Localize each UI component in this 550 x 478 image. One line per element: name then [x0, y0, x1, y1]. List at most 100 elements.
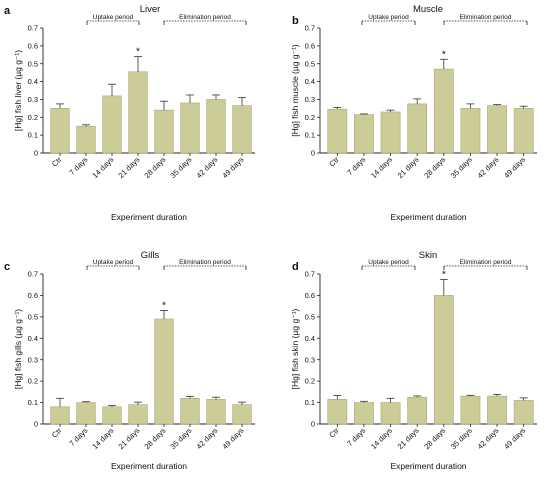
bar	[513, 108, 534, 154]
panel-title: Muscle	[413, 4, 443, 15]
bar	[154, 318, 174, 425]
y-tick-label: 0.4	[28, 334, 38, 343]
x-tick-label: 49 days	[502, 155, 527, 180]
x-tick-label: 49 days	[220, 155, 245, 180]
x-tick-label: 28 days	[142, 426, 167, 451]
y-tick-label: 0.6	[28, 41, 38, 50]
x-tick-label: 7 days	[345, 155, 367, 177]
x-tick-label: 14 days	[369, 155, 394, 180]
y-tick-label: 0.5	[28, 312, 38, 321]
y-tick-label: 0.1	[28, 398, 38, 407]
panel-letter: c	[4, 261, 10, 273]
panel-letter: a	[4, 5, 11, 17]
x-tick-label: 35 days	[168, 155, 193, 180]
significance-marker: *	[162, 300, 166, 311]
y-tick-label: 0.4	[305, 334, 315, 343]
x-tick-label: 14 days	[90, 426, 115, 451]
x-tick-label: 28 days	[422, 426, 447, 451]
bar	[433, 295, 454, 425]
panel-letter: b	[292, 15, 299, 27]
y-tick-label: 0.1	[305, 131, 315, 140]
bar	[433, 68, 454, 154]
y-tick-label: 0	[34, 420, 38, 429]
x-tick-label: 21 days	[396, 155, 421, 180]
y-axis-title: [Hg] fish gills (µg g⁻¹)	[13, 309, 23, 389]
x-tick-label: 14 days	[369, 426, 394, 451]
y-tick-label: 0.6	[28, 291, 38, 300]
bar	[180, 397, 200, 425]
x-tick-label: 42 days	[194, 426, 219, 451]
bar	[180, 102, 200, 154]
bar	[128, 404, 148, 425]
bar	[487, 395, 507, 425]
bar	[354, 114, 374, 154]
y-tick-label: 0.5	[305, 59, 315, 68]
bar	[460, 395, 481, 425]
x-tick-label: 42 days	[194, 155, 219, 180]
bar	[460, 108, 481, 154]
x-tick-label: 21 days	[116, 155, 141, 180]
x-tick-label: 7 days	[67, 155, 89, 177]
x-tick-label: 35 days	[449, 155, 474, 180]
bar	[407, 103, 428, 154]
bar	[327, 399, 348, 425]
x-tick-label: 21 days	[396, 426, 421, 451]
bar	[407, 396, 428, 425]
bar	[380, 402, 401, 425]
panel-d: d Skin Uptake period Elimination period 0 0.1…	[290, 250, 537, 471]
bar	[154, 109, 174, 154]
y-tick-label: 0.5	[28, 59, 38, 68]
y-tick-label: 0.2	[305, 377, 315, 386]
x-tick-label: 7 days	[67, 426, 89, 448]
y-axis-title: [Hg] fish liver (µg g⁻¹)	[13, 50, 23, 131]
bar	[232, 404, 252, 425]
bar	[487, 105, 507, 154]
x-tick-label: Ctr	[50, 426, 64, 440]
y-tick-label: 0	[311, 149, 315, 158]
bar	[76, 125, 96, 154]
y-tick-label: 0	[34, 149, 38, 158]
y-tick-label: 0.6	[305, 41, 315, 50]
y-axis-title: [Hg] fish skin (µg g⁻¹)	[290, 308, 300, 389]
x-tick-label: 42 days	[476, 155, 501, 180]
y-tick-label: 0.2	[28, 377, 38, 386]
bar	[76, 402, 96, 425]
elimination-period-label: Elimination period	[179, 14, 231, 21]
y-tick-label: 0.3	[28, 355, 38, 364]
y-tick-label: 0	[311, 420, 315, 429]
bar	[513, 400, 534, 425]
x-axis-title: Experiment duration	[111, 212, 187, 222]
significance-marker: *	[136, 47, 140, 58]
panel-title: Gills	[141, 250, 160, 261]
y-tick-label: 0.5	[305, 312, 315, 321]
bar	[102, 95, 122, 154]
y-tick-label: 0.4	[28, 77, 38, 86]
x-tick-label: 35 days	[168, 426, 193, 451]
uptake-period-label: Uptake period	[93, 259, 134, 266]
x-axis-title: Experiment duration	[390, 212, 466, 222]
x-tick-label: 49 days	[220, 426, 245, 451]
uptake-period-label: Uptake period	[93, 14, 134, 21]
uptake-period-label: Uptake period	[368, 14, 409, 21]
uptake-period-label: Uptake period	[368, 259, 409, 266]
x-tick-label: 49 days	[502, 426, 527, 451]
y-tick-label: 0.7	[305, 24, 315, 33]
x-tick-label: 7 days	[345, 426, 367, 448]
elimination-period-label: Elimination period	[179, 259, 231, 266]
x-axis-title: Experiment duration	[390, 461, 466, 471]
bar	[232, 105, 252, 154]
x-tick-label: Ctr	[327, 155, 341, 169]
x-tick-label: 28 days	[422, 155, 447, 180]
panel-letter: d	[292, 261, 299, 273]
bar	[102, 406, 122, 425]
x-tick-label: 35 days	[449, 426, 474, 451]
bar	[50, 108, 70, 154]
y-tick-label: 0.1	[28, 131, 38, 140]
x-tick-label: 28 days	[142, 155, 167, 180]
bar	[327, 108, 348, 154]
bar	[206, 99, 226, 154]
elimination-period-label: Elimination period	[460, 14, 512, 21]
y-tick-label: 0.2	[28, 113, 38, 122]
y-tick-label: 0.3	[305, 95, 315, 104]
